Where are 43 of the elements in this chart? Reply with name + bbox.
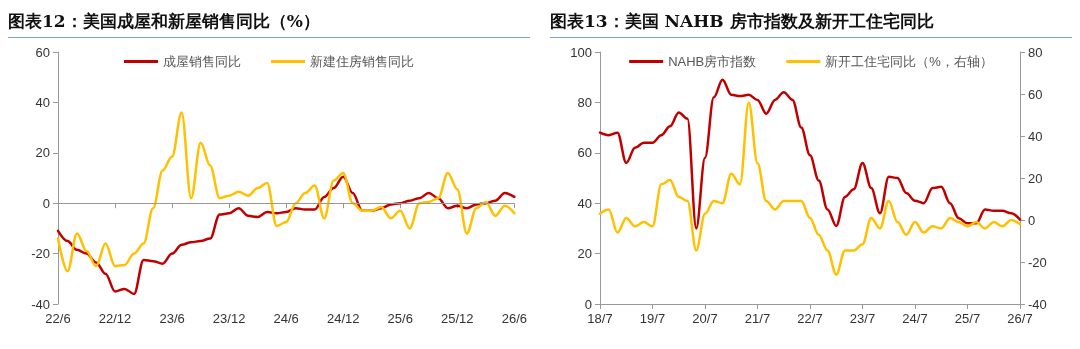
y2-tick-label: 60 xyxy=(1028,86,1043,102)
x-tick-label: 22/6 xyxy=(45,311,71,326)
chart-title: 图表13：美国 NAHB 房市指数及新开工住宅同比 xyxy=(550,8,1072,38)
x-tick-label: 24/7 xyxy=(902,311,928,326)
x-tick-label: 23/6 xyxy=(159,311,185,326)
x-tick-label: 18/7 xyxy=(587,311,613,326)
x-tick-label: 25/12 xyxy=(441,311,474,326)
legend-label: NAHB房市指数 xyxy=(668,54,757,69)
x-tick-label: 26/7 xyxy=(1007,311,1033,326)
x-tick-label: 22/7 xyxy=(797,311,823,326)
y-tick-label: 0 xyxy=(42,195,50,211)
chart-title: 图表12：美国成屋和新屋销售同比（%） xyxy=(8,8,530,38)
y-tick-label: 60 xyxy=(577,145,592,161)
y-tick-label: -20 xyxy=(31,246,50,262)
x-tick-label: 19/7 xyxy=(639,311,666,326)
y-tick-label: 0 xyxy=(584,296,592,312)
y-tick-label: 40 xyxy=(35,94,50,110)
legend-label: 成屋销售同比 xyxy=(163,54,241,69)
y2-tick-label: -40 xyxy=(1028,296,1047,312)
y-tick-label: 100 xyxy=(570,44,592,60)
y-tick-label: 80 xyxy=(577,94,592,110)
x-tick-label: 20/7 xyxy=(692,311,718,326)
y-tick-label: 20 xyxy=(577,246,592,262)
y2-tick-label: 40 xyxy=(1028,128,1043,144)
y-tick-label: -40 xyxy=(31,296,50,312)
x-tick-label: 23/12 xyxy=(212,311,246,326)
y-tick-label: 40 xyxy=(577,195,592,211)
x-tick-label: 26/6 xyxy=(501,311,528,326)
x-tick-label: 22/12 xyxy=(98,311,132,326)
y-tick-label: 20 xyxy=(35,145,50,161)
x-tick-label: 24/12 xyxy=(326,311,360,326)
legend-label: 新建住房销售同比 xyxy=(310,54,414,69)
y2-tick-label: 20 xyxy=(1028,170,1043,186)
x-tick-label: 23/7 xyxy=(849,311,876,326)
y-tick-label: 60 xyxy=(35,44,50,60)
y2-tick-label: 80 xyxy=(1028,44,1043,60)
legend-label: 新开工住宅同比（%，右轴） xyxy=(825,54,993,69)
x-tick-label: 25/7 xyxy=(954,311,981,326)
x-tick-label: 25/6 xyxy=(387,311,413,326)
x-tick-label: 24/6 xyxy=(273,311,299,326)
x-tick-label: 21/7 xyxy=(744,311,771,326)
y2-tick-label: 0 xyxy=(1028,212,1036,228)
y2-tick-label: -20 xyxy=(1028,254,1047,270)
